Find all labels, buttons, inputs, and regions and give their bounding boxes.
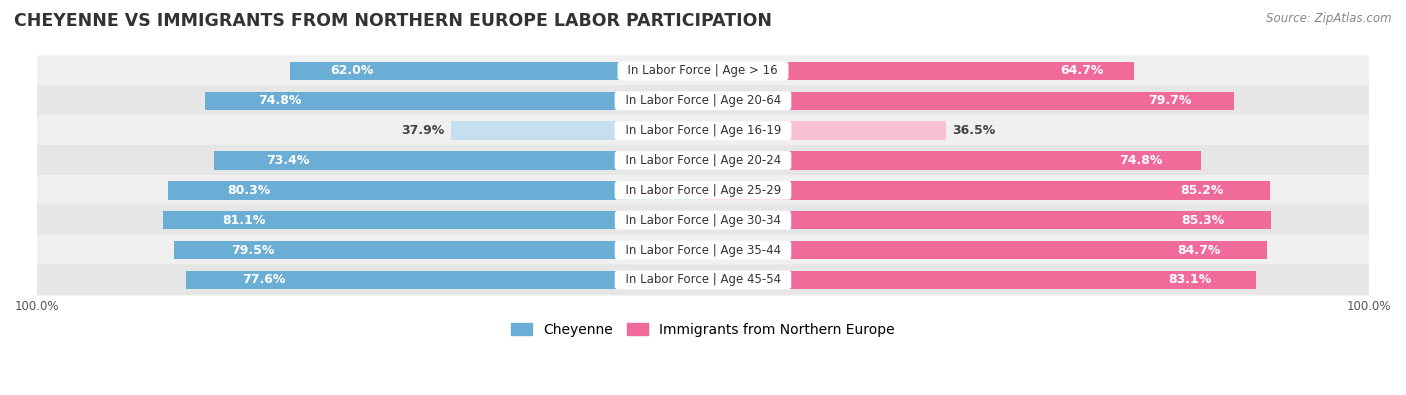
Bar — [169, 181, 703, 199]
Text: 74.8%: 74.8% — [259, 94, 301, 107]
Text: 79.7%: 79.7% — [1149, 94, 1192, 107]
Text: In Labor Force | Age 25-29: In Labor Force | Age 25-29 — [617, 184, 789, 197]
Bar — [703, 92, 1233, 110]
Text: 37.9%: 37.9% — [401, 124, 444, 137]
Bar — [174, 241, 703, 259]
Bar — [451, 121, 703, 140]
Bar — [703, 181, 1270, 199]
Text: In Labor Force | Age 20-64: In Labor Force | Age 20-64 — [617, 94, 789, 107]
FancyBboxPatch shape — [37, 145, 1369, 176]
Bar — [290, 62, 703, 80]
Text: 85.3%: 85.3% — [1181, 214, 1225, 227]
FancyBboxPatch shape — [37, 175, 1369, 206]
Bar — [703, 121, 946, 140]
Bar — [214, 151, 703, 170]
Text: 80.3%: 80.3% — [226, 184, 270, 197]
Bar — [703, 62, 1133, 80]
Text: 77.6%: 77.6% — [242, 273, 285, 286]
Bar — [703, 211, 1271, 229]
Legend: Cheyenne, Immigrants from Northern Europe: Cheyenne, Immigrants from Northern Europ… — [506, 318, 900, 342]
Text: In Labor Force | Age 35-44: In Labor Force | Age 35-44 — [617, 244, 789, 257]
Text: 79.5%: 79.5% — [232, 244, 274, 257]
Text: 84.7%: 84.7% — [1178, 244, 1220, 257]
FancyBboxPatch shape — [37, 205, 1369, 236]
FancyBboxPatch shape — [37, 235, 1369, 265]
Bar — [703, 151, 1201, 170]
Text: In Labor Force | Age 30-34: In Labor Force | Age 30-34 — [617, 214, 789, 227]
FancyBboxPatch shape — [37, 55, 1369, 87]
Bar — [205, 92, 703, 110]
FancyBboxPatch shape — [37, 115, 1369, 146]
Text: 81.1%: 81.1% — [222, 214, 266, 227]
Bar — [163, 211, 703, 229]
Text: 36.5%: 36.5% — [953, 124, 995, 137]
Text: In Labor Force | Age 16-19: In Labor Force | Age 16-19 — [617, 124, 789, 137]
Text: In Labor Force | Age 20-24: In Labor Force | Age 20-24 — [617, 154, 789, 167]
Bar — [703, 241, 1267, 259]
Text: 85.2%: 85.2% — [1181, 184, 1223, 197]
FancyBboxPatch shape — [37, 264, 1369, 295]
Text: 62.0%: 62.0% — [330, 64, 374, 77]
FancyBboxPatch shape — [37, 85, 1369, 116]
Text: CHEYENNE VS IMMIGRANTS FROM NORTHERN EUROPE LABOR PARTICIPATION: CHEYENNE VS IMMIGRANTS FROM NORTHERN EUR… — [14, 12, 772, 30]
Text: 73.4%: 73.4% — [266, 154, 309, 167]
Bar — [703, 271, 1256, 289]
Text: In Labor Force | Age > 16: In Labor Force | Age > 16 — [620, 64, 786, 77]
Text: Source: ZipAtlas.com: Source: ZipAtlas.com — [1267, 12, 1392, 25]
Text: 64.7%: 64.7% — [1060, 64, 1104, 77]
Text: In Labor Force | Age 45-54: In Labor Force | Age 45-54 — [617, 273, 789, 286]
Text: 74.8%: 74.8% — [1119, 154, 1163, 167]
Bar — [187, 271, 703, 289]
Text: 83.1%: 83.1% — [1168, 273, 1212, 286]
